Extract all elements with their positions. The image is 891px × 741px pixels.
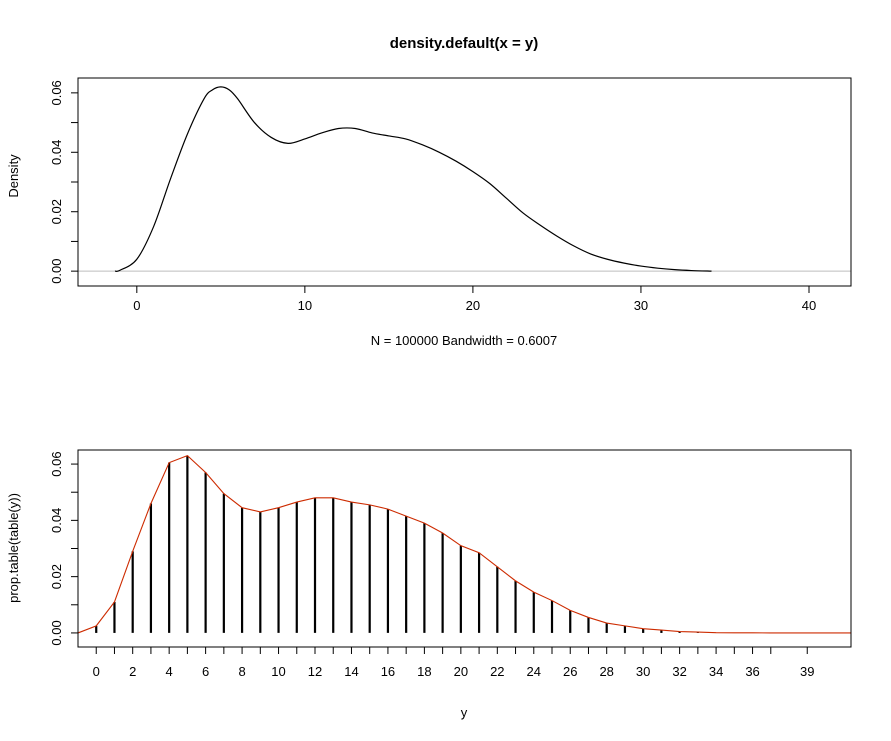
density-plot-panel: density.default(x = y) N = 100000 Bandwi… — [6, 35, 852, 348]
proportion-x-tick-label: 14 — [344, 664, 358, 679]
density-plot-frame — [77, 77, 852, 287]
density-y-tick-label: 0.02 — [49, 199, 64, 224]
proportion-x-tick-label: 12 — [308, 664, 322, 679]
density-plot-marks — [78, 86, 851, 272]
proportion-x-tick-label: 24 — [527, 664, 541, 679]
proportion-x-tick-label: 20 — [454, 664, 468, 679]
proportion-x-tick-label: 30 — [636, 664, 650, 679]
density-y-tick-label: 0.06 — [49, 80, 64, 105]
density-x-tick-label: 20 — [466, 298, 480, 313]
density-y-tick-label: 0.04 — [49, 140, 64, 165]
density-x-tick-label: 10 — [298, 298, 312, 313]
proportion-plot-y-label: prop.table(table(y)) — [6, 493, 21, 603]
proportion-x-tick-label: 10 — [271, 664, 285, 679]
proportion-x-tick-label: 16 — [381, 664, 395, 679]
proportion-x-tick-label: 8 — [238, 664, 245, 679]
density-x-tick-label: 40 — [802, 298, 816, 313]
proportion-x-tick-label: 18 — [417, 664, 431, 679]
proportion-y-tick-label: 0.00 — [49, 620, 64, 645]
proportion-plot-ticks: 0 2 4 6 8 10 12 14 16 18 20 22 24 26 28 30 32 34 36 390.000… — [49, 451, 814, 679]
proportion-plot-x-label: y — [461, 705, 468, 720]
density-plot-subtitle: N = 100000 Bandwidth = 0.6007 — [371, 333, 557, 348]
density-y-tick-label: 0.00 — [49, 258, 64, 283]
proportion-x-tick-label: 26 — [563, 664, 577, 679]
proportion-y-tick-label: 0.04 — [49, 508, 64, 533]
proportion-line — [77, 454, 852, 634]
density-plot-ticks: 0 10 20 30 40 0.00 0.02 0.04 0.06 — [49, 80, 816, 313]
density-plot-title: density.default(x = y) — [390, 35, 539, 52]
proportion-x-tick-label: 2 — [129, 664, 136, 679]
proportion-plot-marks — [77, 454, 852, 634]
proportion-plot-frame — [77, 449, 852, 648]
proportion-x-tick-label: 28 — [599, 664, 613, 679]
proportion-plot-panel: y prop.table(table(y)) 0 2 4 6 8 10 12 14 16 18 20… — [6, 449, 852, 720]
proportion-x-tick-label: 36 — [745, 664, 759, 679]
proportion-x-tick-label: 34 — [709, 664, 723, 679]
proportion-x-tick-label: 22 — [490, 664, 504, 679]
proportion-x-tick-label: 32 — [672, 664, 686, 679]
proportion-x-tick-label: 4 — [166, 664, 173, 679]
density-x-tick-label: 0 — [133, 298, 140, 313]
proportion-y-tick-label: 0.02 — [49, 564, 64, 589]
proportion-y-tick-label: 0.06 — [49, 451, 64, 476]
density-plot-y-label: Density — [6, 154, 21, 198]
proportion-x-tick-label: 0 — [93, 664, 100, 679]
proportion-x-tick-label: 39 — [800, 664, 814, 679]
density-curve — [114, 86, 712, 272]
proportion-x-tick-label: 6 — [202, 664, 209, 679]
density-x-tick-label: 30 — [634, 298, 648, 313]
